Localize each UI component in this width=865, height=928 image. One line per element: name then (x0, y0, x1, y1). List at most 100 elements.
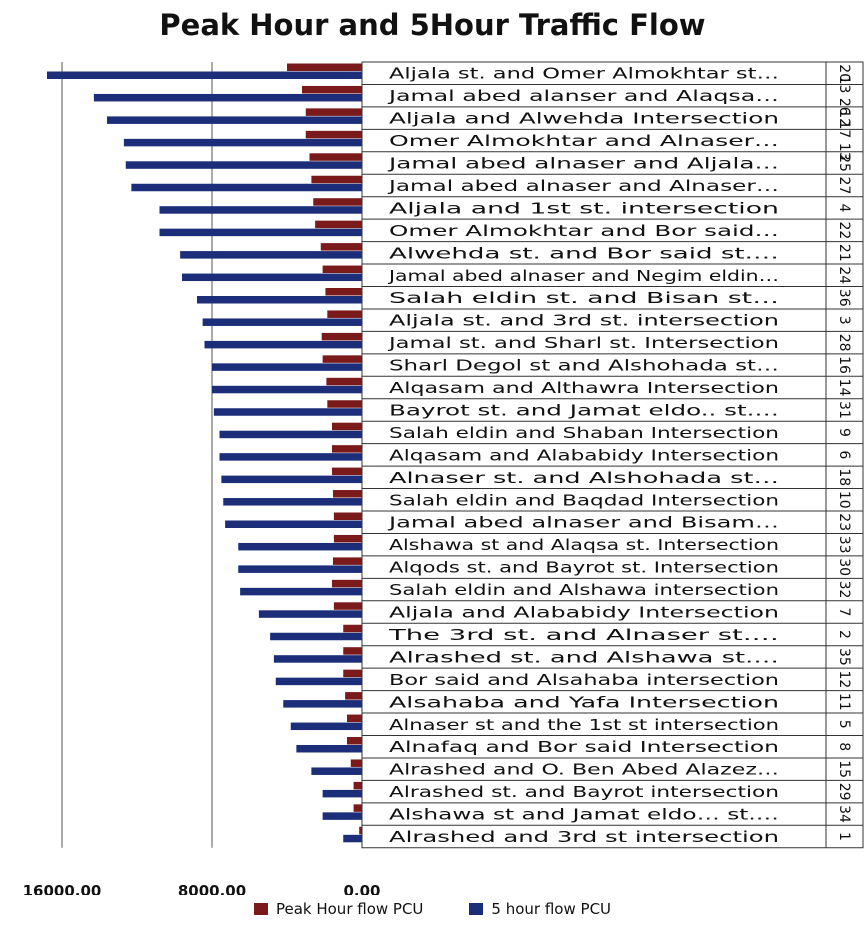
bar-peak-hour (333, 602, 362, 610)
row-id: 10 (836, 491, 852, 509)
row-label: Jamal abed alnaser and Aljala… (387, 155, 779, 173)
row-id: 3 (836, 316, 852, 325)
row-label: Bor said and Alsahaba intersection (389, 671, 779, 689)
row-id: 1 (836, 832, 852, 841)
bar-5-hour (225, 520, 362, 528)
x-axis-ticks: 16000.00 8000.00 0.00 (23, 882, 381, 895)
bar-5-hour (219, 453, 362, 461)
grid-lines (61, 62, 213, 848)
row-label: Omer Almokhtar and Alnaser… (389, 132, 779, 150)
bar-5-hour (182, 273, 362, 282)
row-label: Salah eldin and Baqdad Intersection (389, 491, 779, 509)
bar-peak-hour (322, 265, 362, 274)
legend-label-5hour: 5 hour flow PCU (491, 900, 612, 918)
row-id: 2 (836, 630, 852, 639)
bar-peak-hour (327, 310, 362, 318)
row-label: Aljala and Alababidy Intersection (389, 604, 779, 622)
legend-item-5hour: 5 hour flow PCU (469, 900, 611, 918)
bar-5-hour (273, 655, 362, 663)
bar-5-hour (47, 71, 362, 79)
row-id: 11 (836, 693, 852, 711)
x-tick-label: 0.00 (343, 882, 380, 895)
legend-swatch-peak (253, 903, 268, 915)
bar-5-hour (238, 542, 362, 551)
bar-5-hour (107, 116, 362, 124)
bar-5-hour (204, 340, 362, 349)
row-id: 22 (836, 221, 852, 239)
row-label: Alshawa st and Alaqsa st. Intersection (389, 536, 779, 554)
legend-swatch-5hour (469, 903, 484, 915)
bar-peak-hour (332, 557, 362, 565)
row-id: 35 (836, 648, 852, 666)
row-id: 7 (836, 608, 852, 617)
bar-peak-hour (320, 243, 362, 251)
row-label: The 3rd st. and Alnaser st.… (387, 626, 779, 644)
bar-peak-hour (332, 579, 362, 588)
row-label: Jamal st. and Sharl st. Intersection (388, 334, 779, 352)
table-frame (361, 61, 864, 849)
bar-peak-hour (347, 737, 362, 745)
bar-peak-hour (332, 467, 362, 476)
row-id: 23 (836, 513, 852, 531)
row-id: 12 (836, 670, 852, 688)
row-label: Alqasam and Alababidy Intersection (389, 446, 779, 464)
row-label: Alrashed st. and Bayrot intersection (389, 783, 779, 801)
row-id: 5 (836, 720, 852, 729)
row-id: 9 (836, 428, 852, 437)
bar-peak-hour (313, 198, 362, 206)
bar-peak-hour (322, 355, 362, 363)
bar-5-hour (258, 610, 362, 618)
row-id: 18 (836, 468, 852, 486)
bar-5-hour (197, 296, 362, 304)
row-label: Alwehda st. and Bor said st.… (389, 244, 779, 262)
row-id: 17 13 (836, 121, 852, 161)
row-id: 29 (836, 783, 852, 801)
row-id: 36 (836, 289, 852, 307)
bar-5-hour (221, 475, 362, 484)
row-id: 16 (836, 356, 852, 374)
bar-peak-hour (311, 175, 362, 184)
row-id: 33 (836, 536, 852, 554)
legend: Peak Hour flow PCU 5 hour flow PCU (0, 900, 865, 918)
row-id: 8 (836, 742, 852, 751)
row-id: 32 (836, 581, 852, 599)
row-label: Omer Almokhtar and Bor said… (389, 222, 779, 240)
bar-peak-hour (359, 826, 362, 835)
row-label: Jamal abed alnaser and Alnaser… (388, 177, 779, 195)
bar-5-hour (125, 161, 362, 169)
row-label: Alqasam and Althawra Intersection (389, 379, 779, 397)
row-id: 28 (836, 334, 852, 352)
row-label: Aljala and Alwehda Intersection (389, 110, 779, 128)
row-id: 21 (836, 244, 852, 262)
row-label: Alshawa st and Jamat eldo… st.… (389, 806, 779, 824)
bar-peak-hour (305, 130, 362, 139)
row-label: Alqods st. and Bayrot st. Intersection (389, 559, 779, 577)
bar-peak-hour (326, 377, 362, 386)
row-label: Jamal abed alanser and Alaqsa… (387, 87, 779, 105)
bar-5-hour (131, 183, 362, 192)
row-id: 24 (836, 266, 852, 284)
bar-5-hour (93, 93, 362, 102)
bar-peak-hour (327, 400, 362, 408)
row-label: Aljala st. and 3rd st. intersection (389, 312, 779, 330)
bar-peak-hour (302, 85, 362, 94)
bar-5-hour (202, 318, 362, 326)
bar-peak-hour (332, 445, 362, 453)
bar-peak-hour (347, 714, 362, 723)
row-label: Alrashed st. and Alshawa st.… (389, 648, 779, 666)
bar-peak-hour (333, 512, 362, 520)
x-tick-label: 16000.00 (23, 882, 102, 895)
x-tick-label: 8000.00 (178, 882, 246, 895)
bar-peak-hour (343, 647, 362, 655)
row-label: Alnaser st. and Alshohada st… (389, 469, 779, 487)
row-id: 4 (836, 203, 852, 212)
row-label: Alrashed and 3rd st intersection (389, 828, 779, 846)
bars (47, 63, 362, 843)
bar-peak-hour (315, 220, 362, 229)
row-id: 30 (836, 558, 852, 576)
bar-5-hour (238, 565, 362, 573)
bar-5-hour (283, 700, 362, 708)
row-id: 31 (836, 401, 852, 419)
row-id: 6 (836, 450, 852, 459)
row-label: Alrashed and O. Ben Abed Alazez… (389, 761, 779, 779)
